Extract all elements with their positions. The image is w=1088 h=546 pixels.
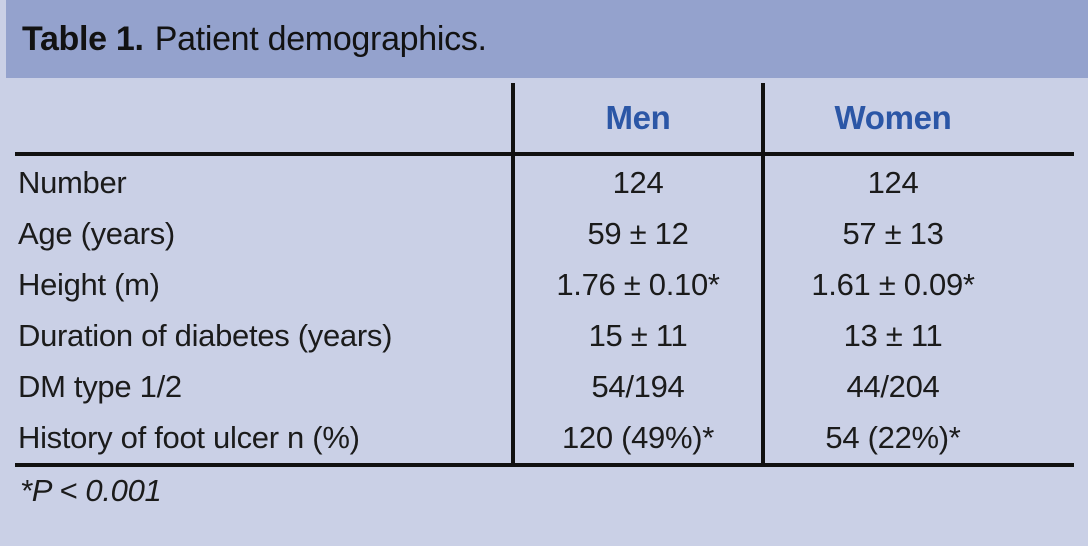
table-title-band: Table 1. Patient demographics. (6, 0, 1088, 78)
table-row: Duration of diabetes (years) 15 ± 11 13 … (0, 310, 1088, 361)
footer-rule (15, 463, 1074, 467)
column-header-men: Men (605, 98, 671, 136)
men-value: 59 ± 12 (587, 215, 689, 251)
table-caption: Patient demographics. (154, 19, 487, 58)
row-label: Number (18, 164, 127, 200)
table-number: Table 1. (22, 19, 144, 58)
column-divider-right (761, 83, 765, 467)
table-row: Number 124 124 (0, 157, 1088, 208)
header-rule (15, 152, 1074, 156)
column-header-row: Men Women (0, 83, 1088, 152)
men-value: 15 ± 11 (588, 317, 688, 353)
row-label: Duration of diabetes (years) (18, 317, 393, 353)
table-row: DM type 1/2 54/194 44/204 (0, 361, 1088, 412)
men-value: 54/194 (591, 368, 685, 404)
men-value: 1.76 ± 0.10* (556, 266, 720, 302)
women-value: 44/204 (846, 368, 940, 404)
table-body: Number 124 124 Age (years) 59 ± 12 57 ± … (0, 157, 1088, 463)
table-row: History of foot ulcer n (%) 120 (49%)* 5… (0, 412, 1088, 463)
footnote-significance: *P < 0.001 (20, 473, 162, 508)
column-divider-left (511, 83, 515, 467)
women-value: 57 ± 13 (842, 215, 944, 251)
women-value: 124 (867, 164, 919, 200)
men-value: 124 (612, 164, 664, 200)
women-value: 54 (22%)* (825, 419, 961, 455)
row-label: History of foot ulcer n (%) (18, 419, 360, 455)
row-label: DM type 1/2 (18, 368, 182, 404)
women-value: 1.61 ± 0.09* (811, 266, 975, 302)
table-row: Height (m) 1.76 ± 0.10* 1.61 ± 0.09* (0, 259, 1088, 310)
column-header-women: Women (834, 98, 952, 136)
women-value: 13 ± 11 (843, 317, 943, 353)
row-label: Height (m) (18, 266, 160, 302)
table-row: Age (years) 59 ± 12 57 ± 13 (0, 208, 1088, 259)
men-value: 120 (49%)* (561, 419, 715, 455)
row-label: Age (years) (18, 215, 175, 251)
